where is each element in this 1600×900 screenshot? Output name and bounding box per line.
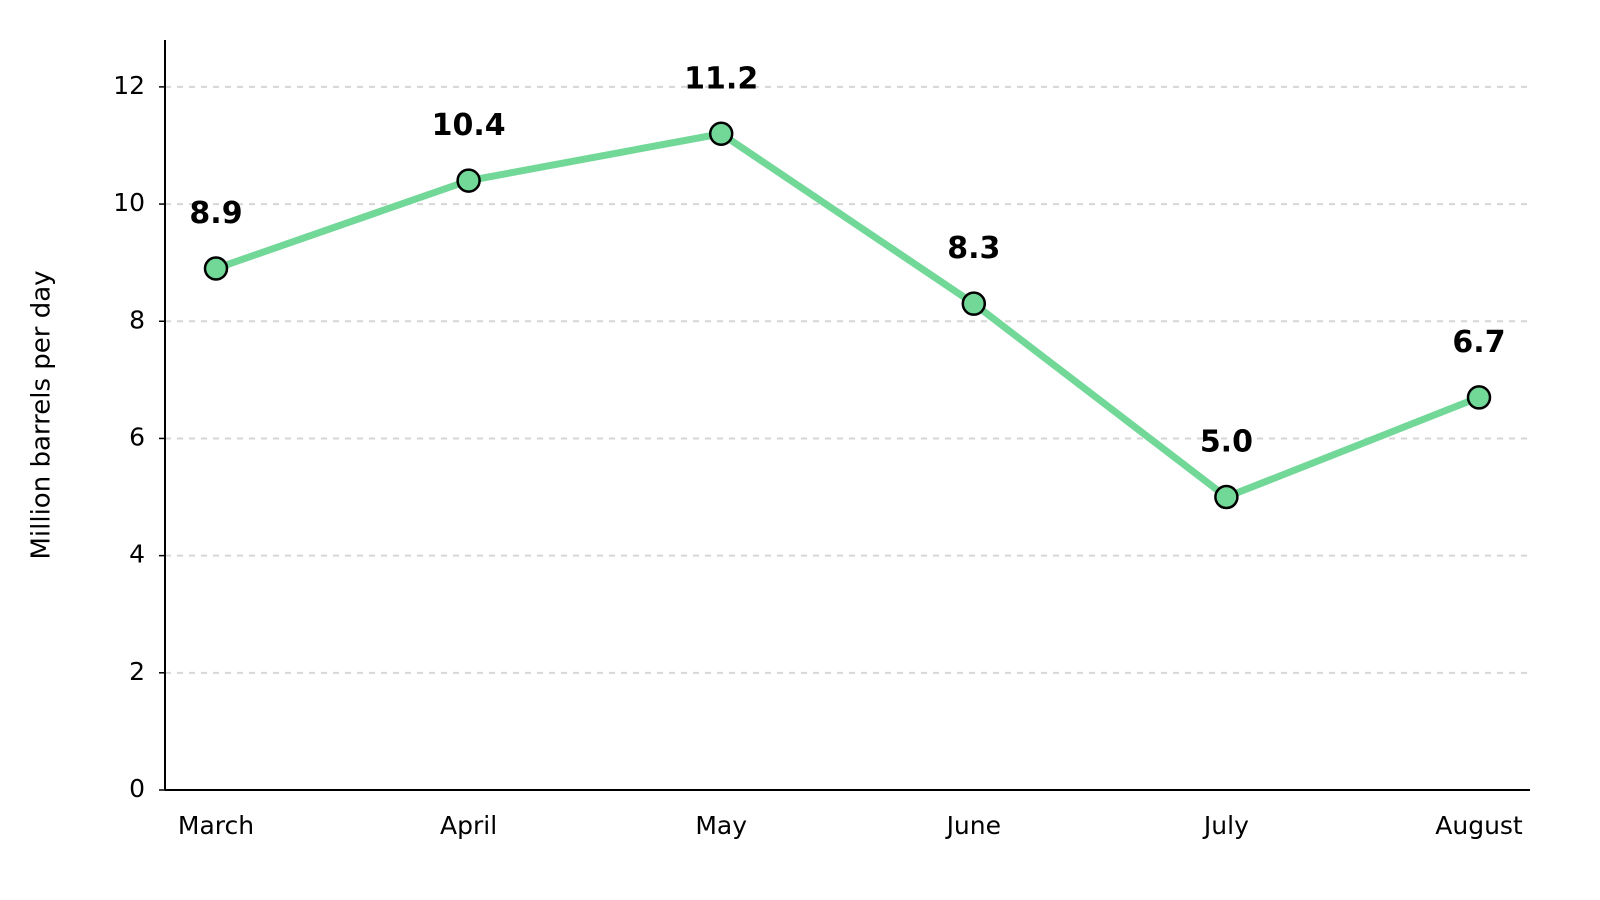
data-label: 6.7: [1452, 325, 1505, 360]
x-tick-label: July: [1202, 811, 1249, 840]
point: [203, 256, 229, 281]
y-tick-label: 0: [129, 774, 145, 803]
x-tick-label: April: [440, 811, 497, 840]
data-label: 11.2: [684, 61, 758, 96]
data-label: 5.0: [1200, 425, 1253, 460]
x-tick-label: August: [1435, 811, 1523, 840]
x-tick-label: March: [178, 811, 254, 840]
y-tick-label: 10: [113, 188, 145, 217]
x-tick-label: June: [945, 811, 1001, 840]
y-tick-label: 6: [129, 422, 145, 451]
point: [708, 121, 734, 146]
data-label: 8.3: [947, 231, 1000, 266]
data-label: 10.4: [432, 108, 506, 143]
y-tick-label: 4: [129, 540, 145, 569]
point: [1214, 484, 1239, 510]
x-tick-label: May: [695, 811, 747, 840]
point: [961, 291, 987, 316]
point: [456, 168, 481, 193]
y-axis-title: Million barrels per day: [27, 270, 57, 559]
y-tick-label: 8: [129, 305, 145, 334]
data-label: 8.9: [189, 196, 242, 231]
point: [1466, 385, 1492, 410]
y-tick-label: 12: [113, 71, 145, 100]
y-tick-label: 2: [129, 657, 145, 686]
line: [214, 130, 1481, 501]
